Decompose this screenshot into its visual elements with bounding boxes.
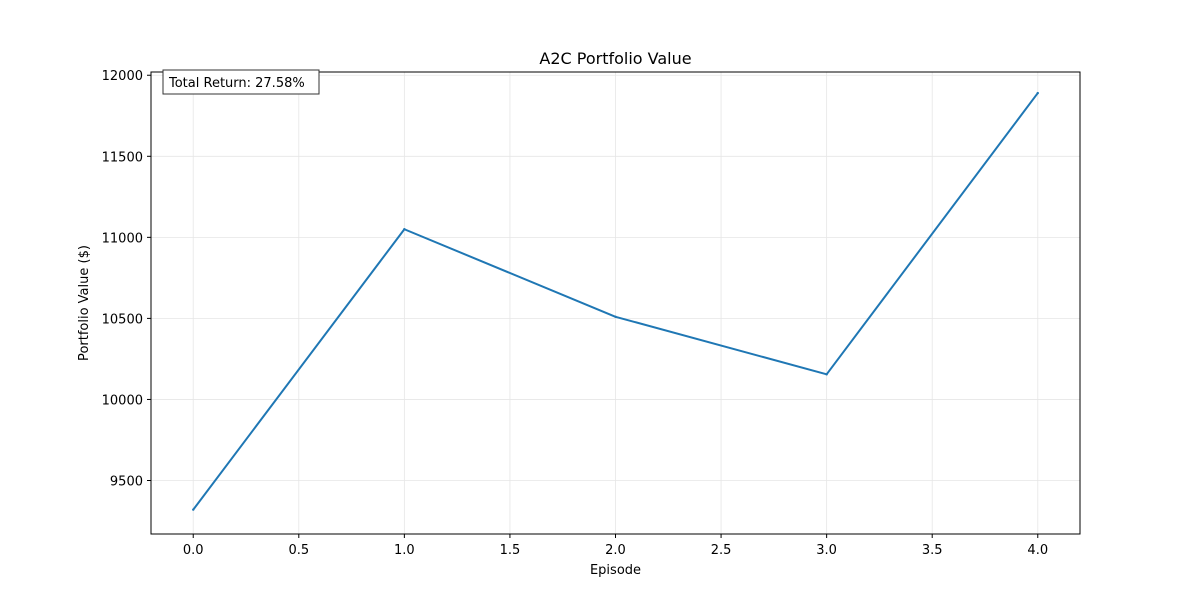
data-point (1036, 91, 1039, 95)
x-tick-label: 2.5 (711, 543, 732, 558)
x-tick-label: 3.5 (922, 543, 943, 558)
y-tick-label: 12000 (102, 69, 143, 84)
x-tick-label: 0.5 (288, 543, 309, 558)
total-return-annotation: Total Return: 27.58% (162, 69, 320, 95)
annotation-text: Total Return: 27.58% (168, 76, 305, 91)
chart-title: A2C Portfolio Value (539, 49, 691, 68)
y-tick-label: 11000 (102, 231, 143, 246)
y-tick-label: 10000 (102, 393, 143, 408)
y-tick-label: 10500 (102, 312, 143, 327)
x-tick-label: 1.0 (394, 543, 415, 558)
x-tick-label: 1.5 (500, 543, 521, 558)
series-layer (192, 91, 1039, 511)
data-point (192, 508, 195, 511)
y-tick-label: 11500 (102, 150, 143, 165)
annotation-box (162, 69, 320, 95)
data-point (614, 315, 617, 318)
x-axis-label: Episode (590, 563, 641, 578)
x-tick-label: 0.0 (183, 543, 204, 558)
x-tick-label: 3.0 (816, 543, 837, 558)
data-point (825, 373, 828, 376)
axis-ticks: 0.0 0.5 1.0 1.5 2.0 2.5 3.0 3.5 4.0 9500 10000 1050… (102, 69, 1048, 558)
data-point (403, 228, 406, 231)
x-tick-label: 4.0 (1027, 543, 1048, 558)
y-tick-label: 9500 (110, 475, 143, 490)
y-axis-label: Portfolio Value ($) (77, 245, 92, 361)
x-tick-label: 2.0 (605, 543, 626, 558)
grid (151, 72, 1080, 534)
